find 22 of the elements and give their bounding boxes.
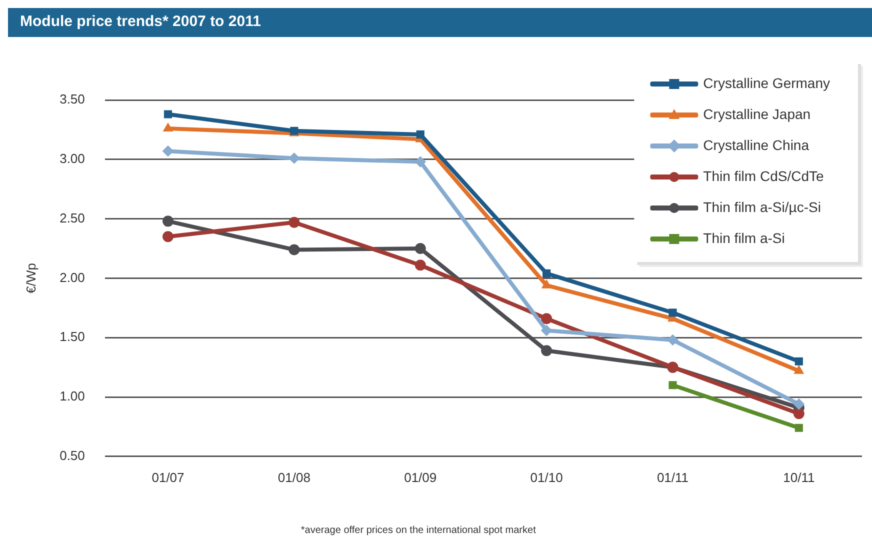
y-tick-label: 3.50 — [60, 92, 85, 107]
y-tick-label: 0.50 — [60, 448, 85, 463]
chart-title: Module price trends* 2007 to 2011 — [20, 13, 261, 30]
legend-label: Crystalline Germany — [703, 74, 830, 91]
x-tick-label: 01/11 — [656, 470, 689, 485]
x-tick-label: 01/07 — [152, 470, 184, 485]
x-tick-label: 01/08 — [278, 470, 310, 485]
legend-label: Crystalline China — [703, 136, 810, 153]
x-tick-label: 10/11 — [783, 470, 815, 485]
y-tick-label: 1.50 — [60, 329, 85, 344]
text: *average offer prices on the international spot market — [300, 524, 536, 536]
y-tick-label: 2.00 — [60, 270, 85, 285]
legend-label: Crystalline Japan — [703, 106, 811, 122]
y-tick-label: 2.50 — [60, 210, 85, 226]
y-tick-label: 1.00 — [60, 388, 85, 404]
legend-label: Thin film CdS/CdTe — [703, 168, 824, 184]
legend-label: Thin film a-Si/µc-Si — [703, 198, 821, 215]
x-tick-label: 01/10 — [530, 470, 563, 485]
legend-label: Thin film a-Si — [703, 230, 785, 246]
y-tick-label: 3.00 — [60, 150, 85, 166]
y-axis-title: €/Wp — [23, 263, 38, 294]
x-tick-label: 01/09 — [404, 470, 437, 485]
